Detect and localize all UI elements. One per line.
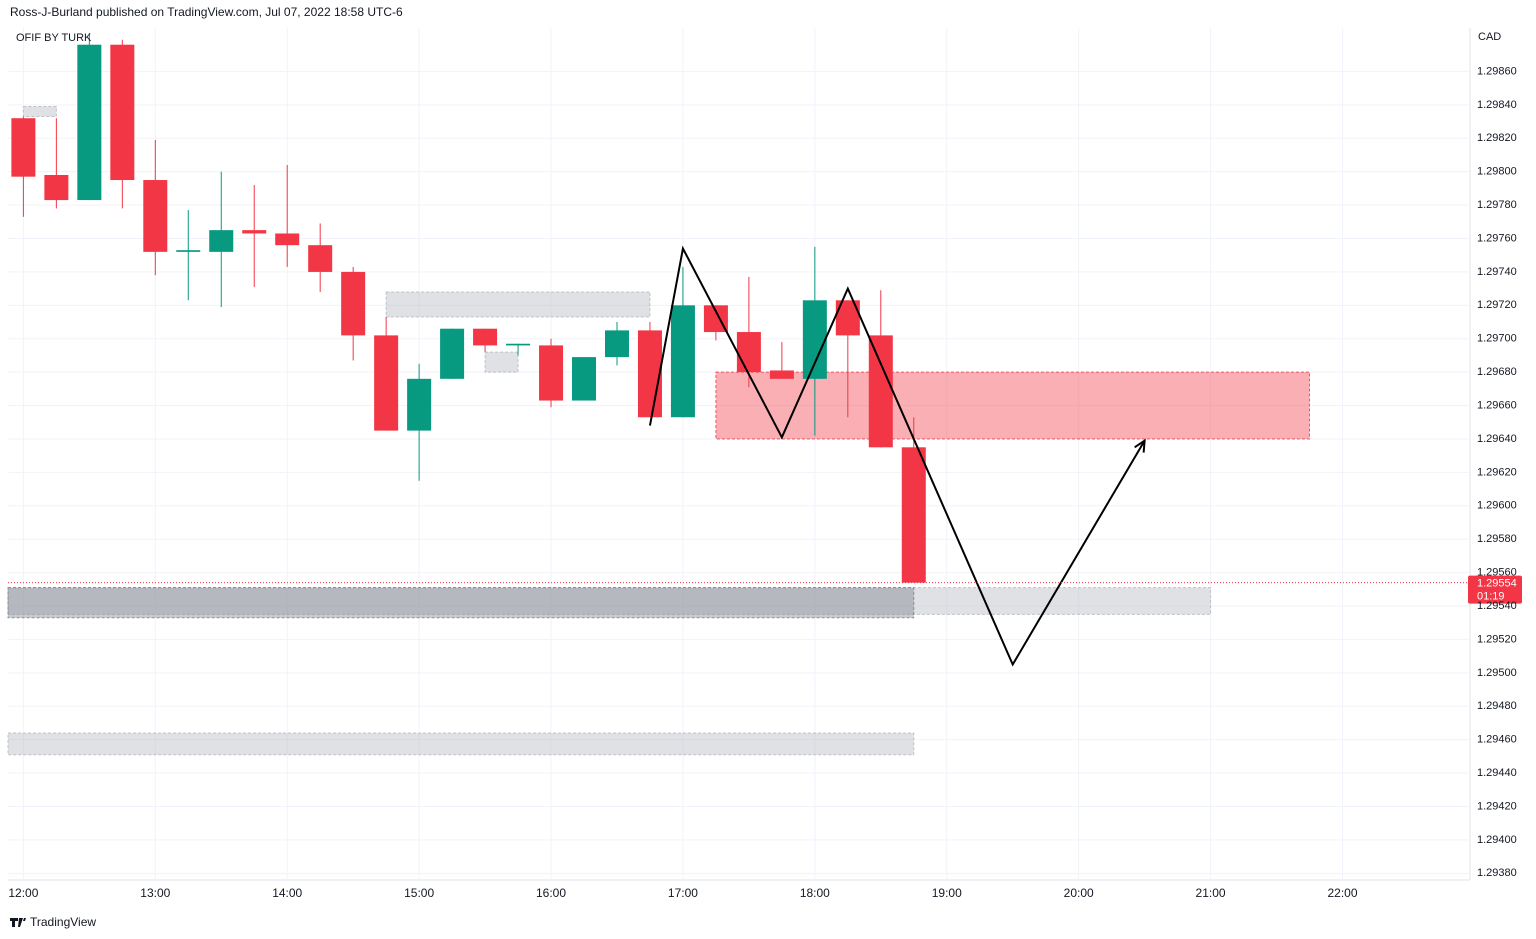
y-tick-label: 1.29700 bbox=[1477, 333, 1517, 345]
candle-body bbox=[209, 230, 234, 252]
zones bbox=[7, 106, 1311, 756]
candle-body bbox=[901, 447, 926, 583]
header: Ross-J-Burland published on TradingView.… bbox=[10, 5, 403, 19]
y-tick-label: 1.29840 bbox=[1477, 99, 1517, 111]
countdown: 01:19 bbox=[1477, 591, 1505, 603]
candle-body bbox=[275, 233, 300, 246]
candle-body bbox=[308, 245, 333, 272]
zone bbox=[7, 587, 915, 619]
y-tick-label: 1.29740 bbox=[1477, 266, 1517, 278]
y-tick-label: 1.29480 bbox=[1477, 700, 1517, 712]
candle-body bbox=[670, 305, 695, 418]
x-tick-label: 16:00 bbox=[536, 886, 566, 900]
y-tick-label: 1.29600 bbox=[1477, 500, 1517, 512]
candle-body bbox=[769, 370, 794, 379]
last-price-tag bbox=[1468, 575, 1522, 604]
y-tick-label: 1.29820 bbox=[1477, 132, 1517, 144]
footer: TradingView bbox=[30, 915, 96, 929]
candle-body bbox=[110, 44, 135, 181]
chart-title: OFIF BY TURK bbox=[16, 32, 92, 44]
candle-body bbox=[868, 335, 893, 448]
projection-line bbox=[648, 245, 1146, 667]
candle-body bbox=[440, 328, 465, 379]
arrow-head bbox=[1134, 438, 1146, 453]
candles bbox=[11, 33, 926, 583]
candle-body bbox=[407, 378, 432, 431]
candle-body bbox=[539, 345, 564, 401]
x-tick-label: 19:00 bbox=[932, 886, 962, 900]
y-tick-label: 1.29620 bbox=[1477, 466, 1517, 478]
x-tick-label: 21:00 bbox=[1196, 886, 1226, 900]
y-tick-label: 1.29720 bbox=[1477, 299, 1517, 311]
y-tick-label: 1.29520 bbox=[1477, 633, 1517, 645]
zone bbox=[715, 371, 1311, 440]
x-tick-label: 18:00 bbox=[800, 886, 830, 900]
y-tick-label: 1.29400 bbox=[1477, 834, 1517, 846]
x-tick-label: 22:00 bbox=[1327, 886, 1357, 900]
candle-body bbox=[736, 332, 761, 373]
y-tick-label: 1.29580 bbox=[1477, 533, 1517, 545]
y-tick-label: 1.29800 bbox=[1477, 166, 1517, 178]
y-tick-label: 1.29540 bbox=[1477, 600, 1517, 612]
candle-body bbox=[374, 335, 399, 431]
y-tick-label: 1.29460 bbox=[1477, 734, 1517, 746]
logo bbox=[10, 918, 26, 927]
x-tick-label: 13:00 bbox=[140, 886, 170, 900]
zone bbox=[385, 291, 651, 318]
x-tick-label: 20:00 bbox=[1064, 886, 1094, 900]
y-tick-label: 1.29860 bbox=[1477, 65, 1517, 77]
x-tick-label: 12:00 bbox=[8, 886, 38, 900]
y-tick-label: 1.29560 bbox=[1477, 567, 1517, 579]
y-tick-label: 1.29420 bbox=[1477, 800, 1517, 812]
y-axis-label: CAD bbox=[1478, 31, 1501, 43]
candle-body bbox=[176, 250, 201, 252]
y-tick-label: 1.29440 bbox=[1477, 767, 1517, 779]
candle-body bbox=[242, 230, 267, 234]
y-tick-label: 1.29680 bbox=[1477, 366, 1517, 378]
y-tick-label: 1.29640 bbox=[1477, 433, 1517, 445]
y-tick-label: 1.29380 bbox=[1477, 867, 1517, 879]
candle-body bbox=[143, 180, 168, 252]
candle-body bbox=[341, 271, 366, 336]
zone bbox=[484, 351, 519, 373]
candle-body bbox=[77, 44, 102, 201]
candle-body bbox=[44, 175, 69, 201]
zone bbox=[7, 732, 915, 756]
y-tick-label: 1.29760 bbox=[1477, 232, 1517, 244]
y-tick-label: 1.29660 bbox=[1477, 399, 1517, 411]
zone bbox=[7, 587, 1212, 615]
candle-body bbox=[506, 343, 531, 346]
candle-body bbox=[604, 330, 629, 358]
x-tick-label: 15:00 bbox=[404, 886, 434, 900]
last-price-label: 1.29554 bbox=[1477, 578, 1517, 590]
y-tick-label: 1.29500 bbox=[1477, 667, 1517, 679]
candle-body bbox=[572, 357, 597, 401]
candle-body bbox=[802, 300, 827, 379]
candle-body bbox=[11, 118, 36, 177]
x-tick-label: 17:00 bbox=[668, 886, 698, 900]
candle-body bbox=[473, 328, 498, 346]
x-tick-label: 14:00 bbox=[272, 886, 302, 900]
candle-body bbox=[637, 330, 662, 418]
y-tick-label: 1.29780 bbox=[1477, 199, 1517, 211]
zone bbox=[22, 106, 57, 118]
